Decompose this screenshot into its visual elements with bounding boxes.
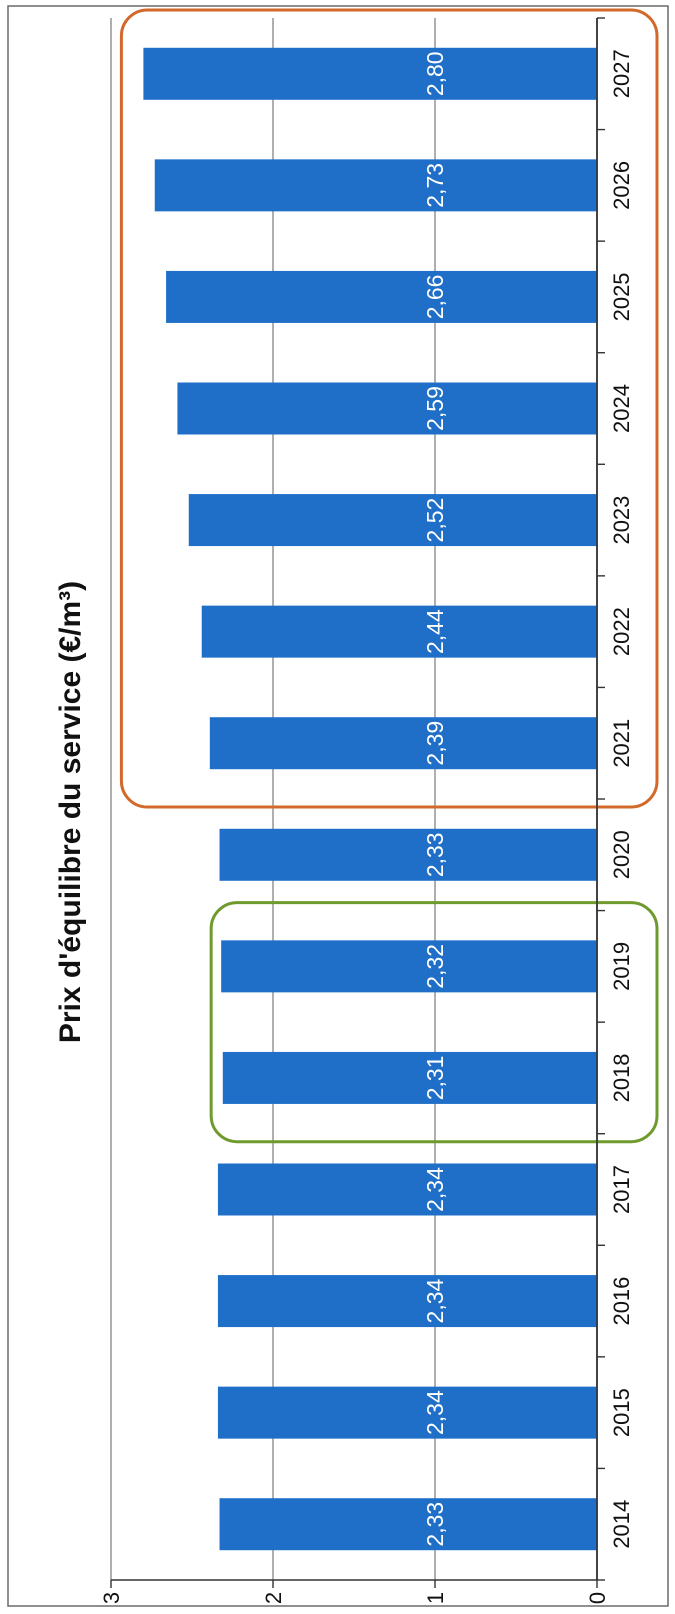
bars bbox=[143, 47, 598, 1551]
x-tick-label-2027: 2027 bbox=[609, 49, 634, 98]
x-tick-label-2018: 2018 bbox=[609, 1053, 634, 1102]
data-label-2026: 2,73 bbox=[422, 163, 448, 208]
bar-2016 bbox=[217, 1275, 598, 1328]
data-label-2024: 2,59 bbox=[422, 386, 448, 431]
labels: 0 1 2 3 2,33 2014 2,34 2015 2,34 2016 2,34 2017 2,31… bbox=[99, 49, 634, 1604]
data-label-2023: 2,52 bbox=[422, 498, 448, 543]
bar-2021 bbox=[209, 717, 597, 770]
gridlines bbox=[110, 18, 598, 1580]
bar-2017 bbox=[217, 1163, 598, 1216]
bar-2027 bbox=[143, 47, 597, 100]
highlight-box-2 bbox=[119, 8, 659, 809]
bar-2026 bbox=[154, 159, 598, 212]
data-label-2017: 2,34 bbox=[422, 1167, 448, 1212]
bar-2018 bbox=[222, 1051, 597, 1104]
data-label-2018: 2,31 bbox=[422, 1056, 448, 1101]
x-tick-label-2022: 2022 bbox=[609, 607, 634, 656]
data-label-2027: 2,80 bbox=[422, 51, 448, 96]
data-label-2014: 2,33 bbox=[422, 1502, 448, 1547]
bar-2015 bbox=[217, 1386, 598, 1439]
bar-2024 bbox=[177, 382, 598, 435]
x-tick-label-2017: 2017 bbox=[609, 1165, 634, 1214]
bar-2019 bbox=[221, 940, 597, 993]
data-label-2019: 2,32 bbox=[422, 944, 448, 989]
bar-2025 bbox=[166, 270, 597, 323]
x-tick-label-2021: 2021 bbox=[609, 719, 634, 768]
x-tick-label-2016: 2016 bbox=[609, 1277, 634, 1326]
data-label-2020: 2,33 bbox=[422, 832, 448, 877]
y-tick-label: 1 bbox=[423, 1592, 448, 1604]
x-tick-label-2024: 2024 bbox=[609, 384, 634, 433]
y-tick-label: 0 bbox=[585, 1592, 610, 1604]
data-label-2015: 2,34 bbox=[422, 1390, 448, 1435]
x-tick-label-2025: 2025 bbox=[609, 272, 634, 321]
axes bbox=[110, 17, 605, 1588]
x-tick-label-2026: 2026 bbox=[609, 161, 634, 210]
bar-2023 bbox=[188, 494, 597, 547]
x-tick-label-2014: 2014 bbox=[609, 1500, 634, 1549]
x-tick-label-2015: 2015 bbox=[609, 1388, 634, 1437]
y-tick-label: 3 bbox=[99, 1592, 124, 1604]
chart-border bbox=[7, 5, 669, 1607]
bar-2020 bbox=[219, 828, 598, 881]
x-tick-label-2023: 2023 bbox=[609, 496, 634, 545]
data-label-2016: 2,34 bbox=[422, 1278, 448, 1323]
bar-2022 bbox=[201, 605, 597, 658]
highlight-box-1 bbox=[209, 901, 659, 1144]
x-tick-label-2020: 2020 bbox=[609, 830, 634, 879]
bar-2014 bbox=[219, 1498, 598, 1551]
x-tick-label-2019: 2019 bbox=[609, 942, 634, 991]
chart-title: Prix d'équilibre du service (€/m³) bbox=[54, 581, 87, 1043]
data-label-2022: 2,44 bbox=[422, 609, 448, 654]
y-tick-label: 2 bbox=[261, 1592, 286, 1604]
data-label-2021: 2,39 bbox=[422, 721, 448, 766]
data-label-2025: 2,66 bbox=[422, 275, 448, 320]
highlight-boxes bbox=[119, 8, 659, 1144]
